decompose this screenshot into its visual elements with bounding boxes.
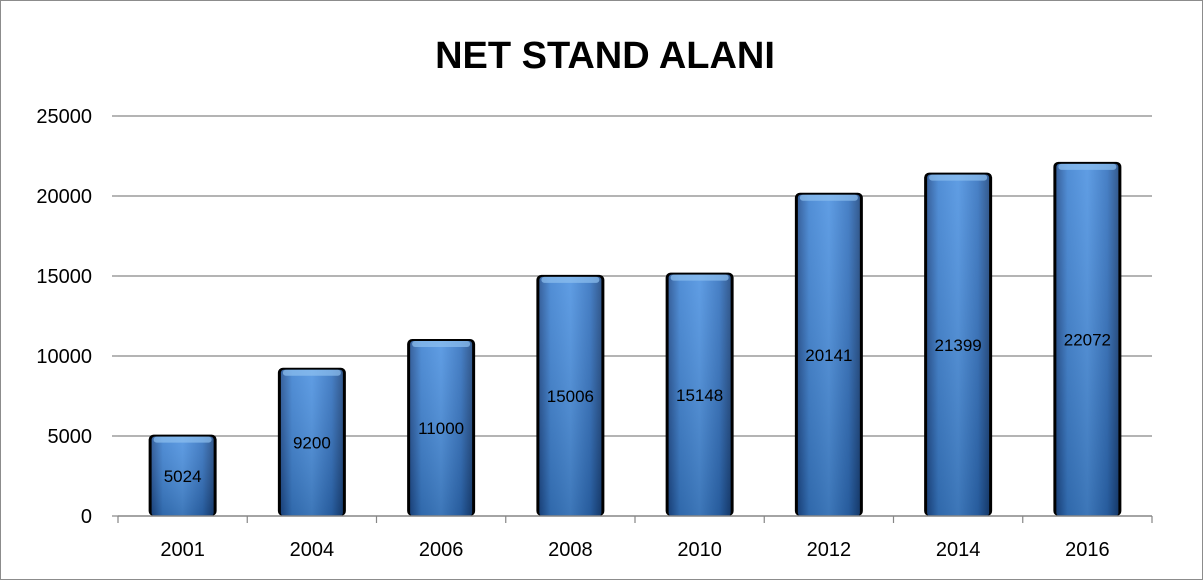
x-tick-label: 2014 <box>936 539 981 561</box>
data-label: 22072 <box>1064 330 1111 349</box>
grid-lines <box>112 115 1152 517</box>
y-tick-label: 10000 <box>36 346 92 368</box>
data-label: 5024 <box>164 467 202 486</box>
bar-2014: 21399 <box>924 172 993 516</box>
bar-highlight <box>929 174 988 181</box>
y-tick-label: 5000 <box>48 426 93 448</box>
x-axis-ticks: 2001 2004 2006 2008 2010 2012 2014 2016 <box>160 539 1109 561</box>
bars: 5024 9200 11000 15006 15148 20141 21399 22072 <box>148 161 1122 516</box>
y-axis-ticks: 0 5000 10000 15000 20000 25000 <box>36 106 92 528</box>
x-tick-label: 2010 <box>677 539 722 561</box>
bar-highlight <box>670 274 729 281</box>
x-tick-label: 2012 <box>807 539 852 561</box>
x-tick-label: 2006 <box>419 539 464 561</box>
y-tick-label: 20000 <box>36 186 92 208</box>
data-label: 11000 <box>418 419 464 438</box>
x-tick-label: 2008 <box>548 539 593 561</box>
x-tick-label: 2001 <box>160 539 205 561</box>
x-tick-label: 2016 <box>1065 539 1110 561</box>
bar-2012: 20141 <box>794 192 863 516</box>
bar-shading <box>1056 163 1119 516</box>
bar-highlight <box>282 369 341 376</box>
bar-2004: 9200 <box>277 367 346 516</box>
bar-shading <box>539 276 602 516</box>
bar-highlight <box>1058 163 1117 170</box>
chart-title: NET STAND ALANI <box>435 35 775 77</box>
bar-highlight <box>799 194 858 201</box>
bar-2016: 22072 <box>1053 161 1122 516</box>
bar-2010: 15148 <box>665 272 734 516</box>
y-tick-label: 25000 <box>36 106 92 128</box>
data-label: 21399 <box>934 336 981 355</box>
bar-2006: 11000 <box>407 339 476 516</box>
bar-shading <box>927 174 990 516</box>
bar-highlight <box>153 436 212 443</box>
bar-highlight <box>412 341 471 347</box>
bar-2001: 5024 <box>148 434 217 516</box>
data-label: 9200 <box>293 433 331 452</box>
bar-shading <box>410 341 473 516</box>
data-label: 15148 <box>676 386 723 405</box>
data-label: 15006 <box>547 387 594 406</box>
x-axis <box>117 515 1153 523</box>
x-tick-label: 2004 <box>290 539 335 561</box>
bar-shading <box>151 436 214 516</box>
bar-2008: 15006 <box>536 274 605 516</box>
y-tick-label: 15000 <box>36 266 92 288</box>
y-tick-label: 0 <box>81 506 92 528</box>
data-label: 20141 <box>805 346 852 365</box>
bar-shading <box>280 369 343 516</box>
bar-shading <box>668 274 731 516</box>
bar-highlight <box>541 276 600 283</box>
bar-shading <box>797 194 860 516</box>
